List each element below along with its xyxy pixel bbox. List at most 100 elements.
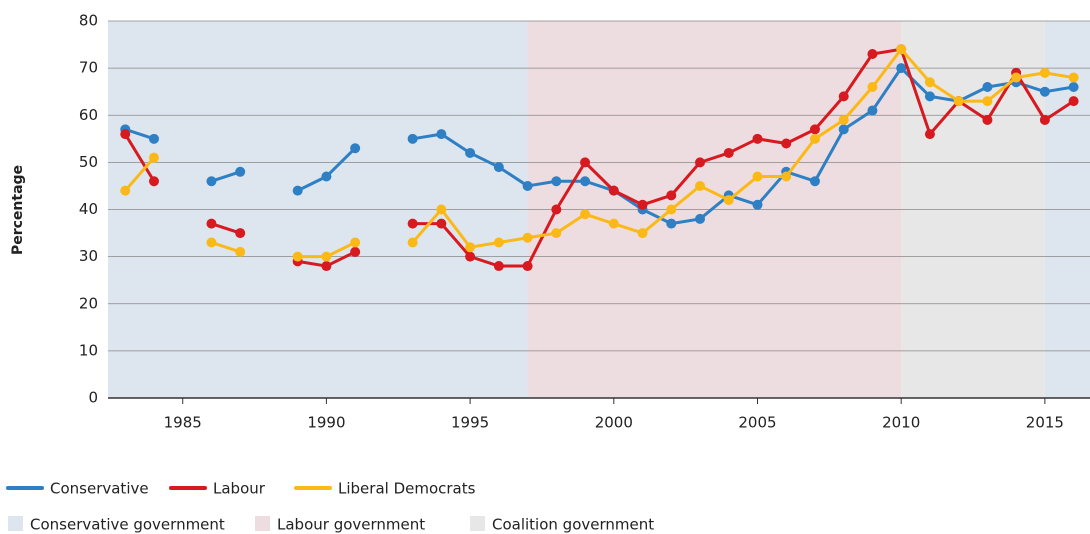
point: [292, 185, 303, 196]
x-tick-label: 1990: [307, 414, 345, 432]
x-tick-label: 1995: [451, 414, 489, 432]
point: [465, 147, 476, 158]
point: [551, 228, 562, 239]
point: [809, 124, 820, 135]
point: [206, 237, 217, 248]
x-tick-label: 2000: [595, 414, 633, 432]
point: [522, 232, 533, 243]
point: [148, 133, 159, 144]
y-tick-label: 40: [79, 200, 98, 218]
point: [407, 133, 418, 144]
point: [637, 199, 648, 210]
point: [350, 246, 361, 257]
point: [436, 129, 447, 140]
y-tick-label: 20: [79, 294, 98, 312]
point: [723, 147, 734, 158]
point: [695, 213, 706, 224]
point: [493, 261, 504, 272]
point: [867, 48, 878, 59]
point: [1039, 67, 1050, 78]
point: [465, 242, 476, 253]
point: [292, 251, 303, 262]
point: [867, 81, 878, 92]
point: [982, 81, 993, 92]
series-line: [124, 47, 1074, 259]
point: [695, 180, 706, 191]
point: [838, 91, 849, 102]
point: [637, 228, 648, 239]
point: [436, 204, 447, 215]
point: [608, 218, 619, 229]
x-tick-label: 2015: [1026, 414, 1064, 432]
legend-label: Conservative government: [30, 516, 225, 534]
point: [235, 166, 246, 177]
point: [1068, 81, 1079, 92]
y-tick-label: 60: [79, 106, 98, 124]
point: [235, 228, 246, 239]
y-tick-label: 80: [79, 12, 98, 30]
point: [924, 77, 935, 88]
point: [666, 190, 677, 201]
point: [752, 133, 763, 144]
legend-label: Coalition government: [492, 516, 654, 534]
point: [120, 185, 131, 196]
point: [407, 218, 418, 229]
point: [493, 162, 504, 173]
point: [1068, 96, 1079, 107]
x-tick-label: 2005: [738, 414, 776, 432]
point: [924, 129, 935, 140]
legend-label: Labour government: [277, 516, 425, 534]
y-tick-label: 70: [79, 59, 98, 77]
point: [321, 251, 332, 262]
y-tick-label: 50: [79, 153, 98, 171]
point: [666, 204, 677, 215]
point: [1068, 72, 1079, 83]
point: [666, 218, 677, 229]
point: [781, 138, 792, 149]
point: [752, 199, 763, 210]
point: [580, 157, 591, 168]
legend-swatch: [255, 516, 270, 531]
point: [350, 143, 361, 154]
legend-label: Liberal Democrats: [338, 480, 476, 498]
point: [838, 124, 849, 135]
y-tick-label: 30: [79, 247, 98, 265]
point: [436, 218, 447, 229]
point: [982, 114, 993, 125]
y-axis-label: Percentage: [10, 165, 26, 255]
point: [924, 91, 935, 102]
point: [982, 96, 993, 107]
legend-label: Labour: [213, 480, 266, 498]
point: [896, 44, 907, 55]
point: [321, 171, 332, 182]
point: [522, 180, 533, 191]
point: [321, 261, 332, 272]
point: [809, 133, 820, 144]
point: [953, 96, 964, 107]
point: [809, 176, 820, 187]
point: [781, 171, 792, 182]
point: [838, 114, 849, 125]
x-tick-label: 2010: [882, 414, 920, 432]
legend-swatch: [8, 516, 23, 531]
point: [867, 105, 878, 116]
point: [522, 261, 533, 272]
point: [407, 237, 418, 248]
point: [350, 237, 361, 248]
point: [493, 237, 504, 248]
point: [235, 246, 246, 257]
x-tick-label: 1985: [164, 414, 202, 432]
point: [580, 176, 591, 187]
series-line: [124, 66, 1074, 226]
y-tick-label: 10: [79, 341, 98, 359]
point: [206, 218, 217, 229]
point: [206, 176, 217, 187]
series-line: [123, 47, 1075, 268]
point: [608, 185, 619, 196]
point: [1039, 114, 1050, 125]
point: [148, 176, 159, 187]
point: [896, 63, 907, 74]
legend-swatch: [470, 516, 485, 531]
point: [1039, 86, 1050, 97]
